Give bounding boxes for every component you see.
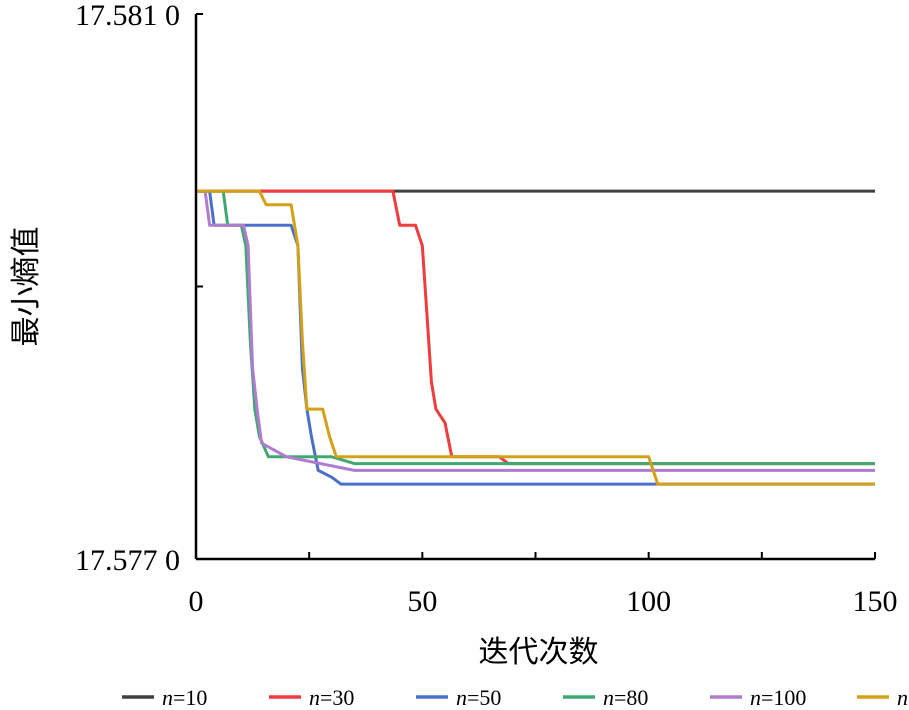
legend-label-4: n=100 — [750, 685, 806, 710]
series-line-4 — [196, 189, 875, 472]
x-axis-title: 迭代次数 — [479, 635, 599, 670]
x-tick-label: 50 — [407, 585, 437, 618]
axes — [194, 13, 876, 561]
plot-lines — [196, 189, 875, 486]
y-tick-label: 17.581 0 — [75, 0, 180, 32]
legend-label-0: n=10 — [162, 685, 207, 710]
tick-labels: 0 50 100 150 17.577 0 17.581 0 — [75, 0, 898, 618]
y-tick-label: 17.577 0 — [75, 544, 180, 577]
x-tick-label: 0 — [189, 585, 204, 618]
x-tick-label: 150 — [853, 585, 898, 618]
legend-label-3: n=80 — [603, 685, 648, 710]
legend: n=10 n=30 n=50 n=80 n=100 n=150 — [122, 685, 909, 710]
y-axis-title: 最小熵值 — [9, 227, 44, 347]
series-line-5 — [196, 189, 875, 486]
series-line-1 — [196, 189, 875, 466]
legend-label-1: n=30 — [309, 685, 354, 710]
legend-label-2: n=50 — [456, 685, 501, 710]
legend-label-5: n=150 — [897, 685, 909, 710]
series-line-2 — [196, 189, 875, 486]
x-tick-label: 100 — [626, 585, 671, 618]
series-line-3 — [196, 189, 875, 466]
